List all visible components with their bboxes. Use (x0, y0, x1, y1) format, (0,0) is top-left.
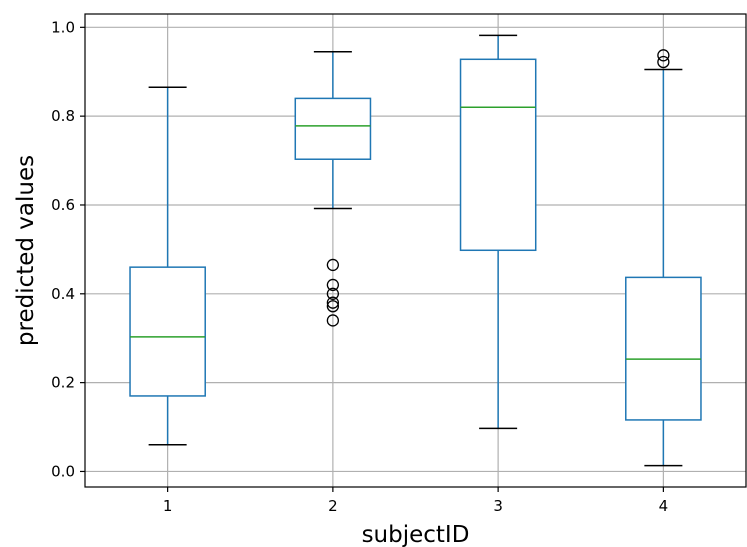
box-group-1 (129, 86, 206, 446)
outlier-point (326, 278, 340, 292)
x-tick-label: 3 (493, 497, 503, 515)
plot-area-frame (84, 13, 747, 488)
iqr-box (625, 276, 702, 421)
y-tick-label: 0.0 (51, 462, 75, 480)
boxes-layer (129, 34, 702, 467)
box-group-3 (459, 34, 537, 430)
axis-ticks: 0.0 0.2 0.4 0.6 0.8 1.0 1 2 3 4 (51, 18, 668, 515)
iqr-box (294, 97, 372, 160)
box-group-4 (625, 49, 702, 467)
x-tick-label: 4 (659, 497, 669, 515)
y-tick-label: 0.4 (51, 285, 75, 303)
x-tick-label: 1 (163, 497, 173, 515)
outlier-point (326, 296, 340, 309)
outlier-point (326, 300, 340, 313)
y-tick-label: 0.6 (51, 196, 75, 214)
y-tick-label: 0.8 (51, 107, 75, 125)
y-tick-label: 1.0 (51, 18, 75, 36)
outlier-point (326, 258, 340, 272)
iqr-box (459, 58, 537, 252)
outlier-point (657, 55, 670, 69)
outlier-point (326, 314, 340, 327)
outlier-point (326, 287, 340, 300)
outlier-point (657, 49, 670, 62)
iqr-box (129, 266, 206, 397)
y-tick-label: 0.2 (51, 374, 75, 392)
y-axis-title: predicted values (13, 155, 39, 346)
x-tick-label: 2 (328, 497, 338, 515)
box-group-2 (294, 51, 372, 327)
x-axis-title: subjectID (362, 522, 470, 547)
